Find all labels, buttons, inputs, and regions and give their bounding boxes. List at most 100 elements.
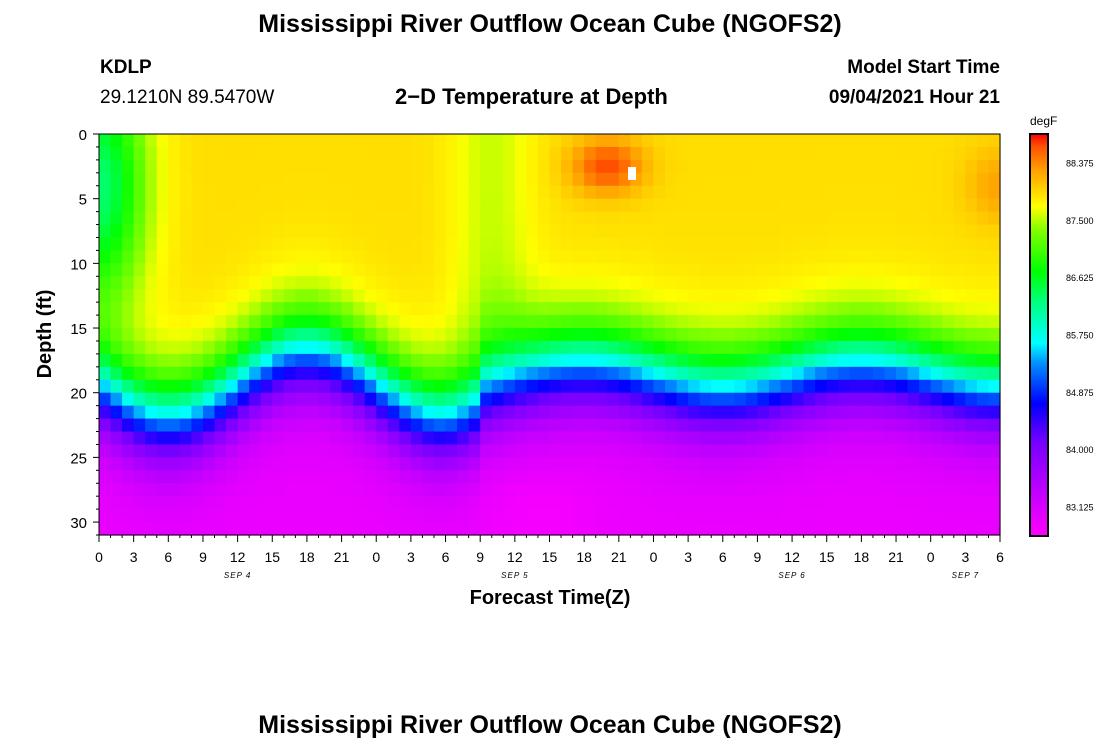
heat-cell <box>641 470 655 484</box>
heat-cell <box>99 470 112 484</box>
heat-cell <box>618 509 631 523</box>
heat-cell <box>838 198 851 213</box>
heat-cell <box>607 457 620 471</box>
heat-cell <box>815 185 828 200</box>
heat-cell <box>942 418 955 433</box>
heat-cell <box>514 379 527 394</box>
heat-cell <box>410 444 424 458</box>
heat-cell <box>226 185 239 200</box>
heat-cell <box>561 134 574 148</box>
heat-cell <box>168 146 181 161</box>
heat-cell <box>353 146 366 161</box>
heat-cell <box>226 353 239 368</box>
heat-cell <box>734 483 747 497</box>
heat-cell <box>99 418 112 433</box>
heat-cell <box>630 276 643 290</box>
heat-cell <box>491 431 504 446</box>
heat-cell <box>318 496 331 510</box>
heat-cell <box>526 418 539 433</box>
heat-cell <box>849 134 862 148</box>
heat-cell <box>387 172 400 187</box>
footer-title: Mississippi River Outflow Ocean Cube (NG… <box>258 711 842 739</box>
heat-cell <box>965 522 978 536</box>
heat-cell <box>826 353 839 368</box>
heat-cell <box>861 366 874 381</box>
heat-cell <box>514 134 527 148</box>
heat-cell <box>202 237 216 252</box>
heat-cell <box>237 340 250 355</box>
heat-cell <box>676 224 689 239</box>
heat-cell <box>792 470 805 484</box>
heat-cell <box>757 366 770 381</box>
heat-cell <box>433 470 447 484</box>
heat-cell <box>526 146 539 161</box>
heat-cell <box>179 159 193 174</box>
heat-cell <box>711 185 724 200</box>
heat-cell <box>792 302 805 316</box>
heat-cell <box>561 379 574 394</box>
heat-cell <box>514 509 527 523</box>
heat-cell <box>156 237 169 252</box>
heat-cell <box>665 198 678 213</box>
heat-cell <box>237 392 250 407</box>
heat-cell <box>468 250 481 264</box>
heat-cell <box>537 418 551 433</box>
heat-cell <box>572 211 585 226</box>
heat-cell <box>191 289 204 303</box>
heat-cell <box>653 159 666 174</box>
heat-cell <box>861 134 874 148</box>
heat-cell <box>156 211 169 226</box>
heat-cell <box>387 392 400 407</box>
heat-cell <box>792 134 805 148</box>
heat-cell <box>110 289 123 303</box>
heat-cell <box>318 470 331 484</box>
heat-cell <box>780 340 793 355</box>
heat-cell <box>745 496 759 510</box>
heat-cell <box>815 457 828 471</box>
heat-cell <box>145 496 158 510</box>
heat-cell <box>145 522 158 536</box>
heat-cell <box>214 392 227 407</box>
heat-cell <box>572 185 585 200</box>
heat-cell <box>422 496 435 510</box>
heat-cell <box>295 289 308 303</box>
heat-cell <box>884 302 897 316</box>
heat-cell <box>260 172 273 187</box>
heat-cell <box>341 366 354 381</box>
heat-cell <box>965 418 978 433</box>
heat-cell <box>768 211 782 226</box>
heat-cell <box>537 457 551 471</box>
heat-cell <box>457 444 470 458</box>
heat-cell <box>364 276 377 290</box>
heat-cell <box>699 340 712 355</box>
heat-cell <box>445 250 458 264</box>
heat-cell <box>953 315 966 329</box>
heat-cell <box>480 276 493 290</box>
heat-cell <box>503 379 516 394</box>
heat-cell <box>988 224 1001 239</box>
heat-cell <box>260 302 273 316</box>
heat-cell <box>422 522 435 536</box>
heat-cell <box>122 328 135 342</box>
heat-cell <box>734 134 747 148</box>
heat-cell <box>561 159 574 174</box>
heat-cell <box>838 185 851 200</box>
heat-cell <box>872 224 886 239</box>
heat-cell <box>122 418 135 433</box>
heat-cell <box>376 418 389 433</box>
heat-cell <box>607 224 620 239</box>
heat-cell <box>537 302 551 316</box>
heat-cell <box>306 522 320 536</box>
heat-cell <box>422 289 435 303</box>
heat-cell <box>849 172 862 187</box>
heat-cell <box>537 340 551 355</box>
heat-cell <box>722 470 735 484</box>
heat-cell <box>665 134 678 148</box>
heat-cell <box>133 276 146 290</box>
heat-cell <box>283 185 296 200</box>
heat-cell <box>653 263 666 277</box>
heat-cell <box>295 302 308 316</box>
heat-cell <box>457 263 470 277</box>
heat-cell <box>815 276 828 290</box>
